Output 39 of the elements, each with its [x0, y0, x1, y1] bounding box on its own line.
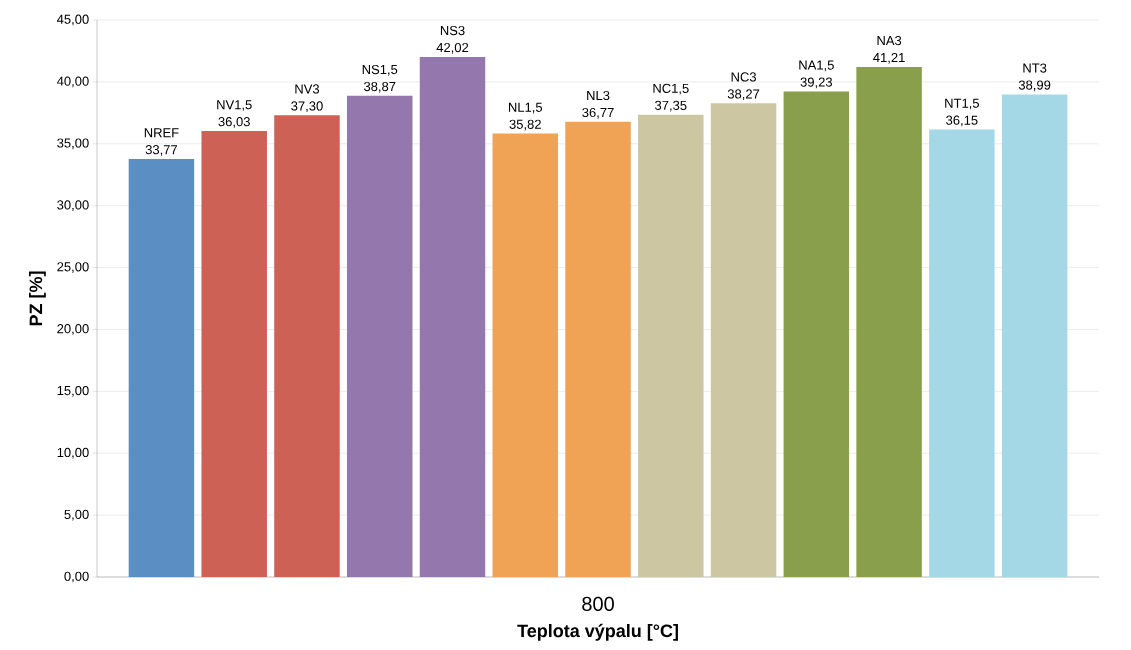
series-label: NL3	[587, 90, 610, 101]
series-label: NS1,5	[362, 64, 398, 76]
data-label: 36,15	[946, 115, 978, 127]
series-label: NC1,5	[653, 83, 689, 95]
y-tick-label: 5,00	[64, 509, 89, 521]
data-label: 36,03	[218, 117, 250, 128]
series-label: NV3	[295, 84, 320, 94]
series-label: NA3	[877, 35, 902, 46]
x-axis-title: Teplota výpalu [°C]	[517, 623, 678, 641]
data-label: 38,99	[1018, 80, 1051, 92]
series-label: NV1,5	[217, 100, 252, 111]
y-tick-label: 0,00	[64, 571, 89, 583]
data-label: 36,77	[582, 107, 614, 119]
series-label: NS3	[440, 25, 465, 36]
data-label: 33,77	[145, 145, 178, 156]
data-label: 42,02	[436, 42, 469, 54]
series-label: NREF	[144, 128, 179, 138]
data-label: 37,35	[655, 100, 687, 112]
series-label: NT1,5	[945, 98, 980, 110]
y-tick-label: 35,00	[57, 138, 89, 150]
y-tick-label: 30,00	[57, 200, 89, 212]
data-label: 38,87	[363, 81, 396, 93]
series-label: NL1,5	[508, 102, 543, 114]
y-axis-title: PZ [%]	[29, 271, 46, 326]
series-label: NA1,5	[799, 60, 834, 72]
y-tick-label: 20,00	[57, 324, 89, 335]
series-label: NT3	[1023, 63, 1047, 73]
data-label: 37,30	[291, 101, 323, 113]
y-tick-label: 10,00	[57, 447, 89, 459]
data-label: 35,82	[509, 119, 541, 131]
data-label: 38,27	[727, 89, 760, 101]
series-label: NC3	[731, 72, 756, 82]
y-tick-label: 40,00	[56, 76, 89, 88]
data-label: 41,21	[873, 52, 905, 64]
y-tick-label: 15,00	[57, 385, 89, 397]
data-label: 39,23	[800, 77, 833, 89]
y-tick-label: 45,00	[56, 14, 89, 26]
x-tick-label: 800	[582, 596, 614, 611]
y-tick-label: 25,00	[57, 262, 89, 273]
